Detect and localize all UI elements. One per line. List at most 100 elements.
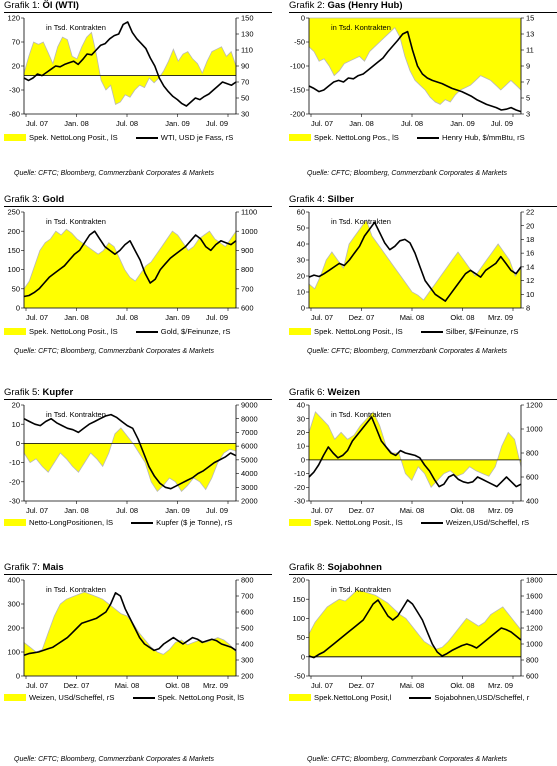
chart-svg: -30 -20 -10 0 10 20 30 40 400 600 800 1000 1200 Jul. … <box>294 401 543 515</box>
x-tick-label: Dez. 07 <box>349 313 375 322</box>
right-tick-label: 800 <box>241 265 254 274</box>
left-tick-label: -30 <box>294 497 305 506</box>
area-series <box>308 411 522 489</box>
chart-title: Grafik 2: Gas (Henry Hub) <box>289 0 403 11</box>
source-note-2: Quelle: CFTC; Bloomberg, Commerzbank Cor… <box>14 348 214 355</box>
chart-legend: Netto-LongPositionen, lS Kupfer ($ je To… <box>4 517 272 527</box>
right-tick-label: 800 <box>241 576 254 585</box>
right-tick-label: 3 <box>526 110 530 119</box>
area-series <box>23 591 237 677</box>
chart-svg: -50 0 50 100 150 200 600 800 1000 1200 1400 1600 180… <box>292 576 543 690</box>
x-tick-label: Okt. 08 <box>450 681 474 690</box>
chart-panel-1: Grafik 1: Öl (WTI) -80 -30 20 70 120 30 50 70 90… <box>4 0 272 185</box>
legend-line-label: Spek. NettoLong Posit, lS <box>157 692 245 702</box>
chart-legend: Weizen, USd/Scheffel, rS Spek. NettoLong… <box>4 692 272 702</box>
right-tick-label: 600 <box>526 672 539 681</box>
left-tick-label: -50 <box>294 672 305 681</box>
right-tick-label: 90 <box>241 62 249 71</box>
left-tick-label: 200 <box>7 624 20 633</box>
left-tick-label: 250 <box>7 208 20 217</box>
left-tick-label: 0 <box>301 652 305 661</box>
x-tick-label: Jul. 07 <box>26 313 48 322</box>
left-tick-label: 70 <box>12 38 20 47</box>
axis-annotation: in Tsd. Kontrakten <box>46 23 106 32</box>
chart-title: Grafik 1: Öl (WTI) <box>4 0 79 11</box>
right-tick-label: 1600 <box>526 592 543 601</box>
chart-panel-5: Grafik 5: Kupfer -30 -20 -10 0 10 20 2000 3000 4… <box>4 387 272 572</box>
right-tick-label: 13 <box>526 30 534 39</box>
axis-annotation: in Tsd. Kontrakten <box>46 585 106 594</box>
chart-title: Grafik 5: Kupfer <box>4 387 73 398</box>
chart-legend: Spek. NettoLong Posit., lS Silber, $/Fei… <box>289 326 557 336</box>
legend-line-swatch <box>132 696 155 699</box>
left-tick-label: 120 <box>7 14 20 23</box>
chart-prefix: Grafik 1: <box>4 0 40 11</box>
legend-line-swatch <box>420 330 443 333</box>
x-tick-label: Jul. 07 <box>311 506 333 515</box>
x-tick-label: Jul. 07 <box>26 506 48 515</box>
legend-line-swatch <box>416 136 439 139</box>
left-tick-label: 200 <box>292 576 305 585</box>
x-tick-label: Jan. 09 <box>165 119 190 128</box>
legend-fill-item: Spek. NettoLong Pos., lS <box>289 133 399 142</box>
right-tick-label: 200 <box>241 672 254 681</box>
chart-title-text: Gold <box>42 194 65 205</box>
legend-fill-label: Netto-LongPositionen, lS <box>29 517 114 527</box>
right-tick-label: 5000 <box>241 455 258 464</box>
axis-annotation: in Tsd. Kontrakten <box>331 23 391 32</box>
legend-line-item: Sojabohnen,USD/Scheffel, r <box>409 693 529 702</box>
chart-panel-4: Grafik 4: Silber 0 10 20 30 40 50 60 8 10 12 14 16 1… <box>289 194 557 379</box>
legend-fill-swatch <box>4 694 26 701</box>
legend-line-item: Kupfer ($ je Tonne), rS <box>131 518 232 527</box>
right-tick-label: 22 <box>526 208 534 217</box>
chart-legend: Spek. NettoLong Pos., lS Henry Hub, $/mm… <box>289 132 557 142</box>
legend-fill-item: Spek. NettoLong Posit., lS <box>289 518 403 527</box>
legend-fill-swatch <box>289 519 311 526</box>
legend-line-swatch <box>131 521 154 524</box>
line-series <box>23 592 237 656</box>
x-tick-label: Jan. 08 <box>64 119 89 128</box>
right-tick-label: 9 <box>526 62 530 71</box>
legend-fill-label: Spek. NettoLong Posit., lS <box>29 326 118 336</box>
right-tick-label: 300 <box>241 656 254 665</box>
left-tick-label: -100 <box>290 62 305 71</box>
right-tick-label: 600 <box>241 608 254 617</box>
left-tick-label: -150 <box>290 86 305 95</box>
chart-panel-7: Grafik 7: Mais 0 100 200 300 400 200 300 400 500… <box>4 562 272 747</box>
chart-legend: Spek. NettoLong Posit., lS WTI, USD je F… <box>4 132 272 142</box>
axis-annotation: in Tsd. Kontrakten <box>331 585 391 594</box>
right-tick-label: 12 <box>526 276 534 285</box>
left-tick-label: 100 <box>292 614 305 623</box>
title-rule <box>4 574 272 575</box>
left-tick-label: -50 <box>294 38 305 47</box>
legend-line-label: Weizen,USd/Scheffel, rS <box>445 517 530 527</box>
chart-title: Grafik 8: Sojabohnen <box>289 562 382 573</box>
left-tick-label: -10 <box>9 458 20 467</box>
chart-panel-3: Grafik 3: Gold 0 50 100 150 200 250 600 700 800 9… <box>4 194 272 379</box>
legend-line-item: Weizen,USd/Scheffel, rS <box>420 517 530 527</box>
right-tick-label: 400 <box>526 497 539 506</box>
left-tick-label: -30 <box>9 86 20 95</box>
line-series <box>23 230 237 298</box>
left-tick-label: 10 <box>297 442 305 451</box>
legend-line-label: Kupfer ($ je Tonne), rS <box>156 517 233 527</box>
left-tick-label: 0 <box>16 439 20 448</box>
x-tick-label: Mai. 08 <box>400 681 425 690</box>
chart-prefix: Grafik 3: <box>4 194 40 205</box>
chart-title-text: Mais <box>42 562 64 573</box>
right-tick-label: 800 <box>526 656 539 665</box>
chart-svg: 0 10 20 30 40 50 60 8 10 12 14 16 18 20 22 Jul. 07 Dez. … <box>297 208 535 322</box>
chart-legend: Spek. NettoLong Posit., lS Gold, $/Feinu… <box>4 326 272 336</box>
legend-line-item: Gold, $/Feinunze, rS <box>135 327 230 336</box>
x-tick-label: Jan. 08 <box>349 119 374 128</box>
right-tick-label: 110 <box>241 46 253 55</box>
chart-svg: -200 -150 -100 -50 0 3 5 7 9 11 13 15 Jul. 07 Jan. 08… <box>290 14 534 128</box>
right-tick-label: 1400 <box>526 608 543 617</box>
x-tick-label: Mrz. 09 <box>488 681 513 690</box>
legend-line-label: Silber, $/Feinunze, rS <box>445 326 519 336</box>
right-tick-label: 16 <box>526 249 534 258</box>
legend-fill-swatch <box>289 328 311 335</box>
title-rule <box>4 12 272 13</box>
right-tick-label: 2000 <box>241 497 258 506</box>
legend-fill-label: Spek. NettoLong Posit., lS <box>314 326 403 336</box>
